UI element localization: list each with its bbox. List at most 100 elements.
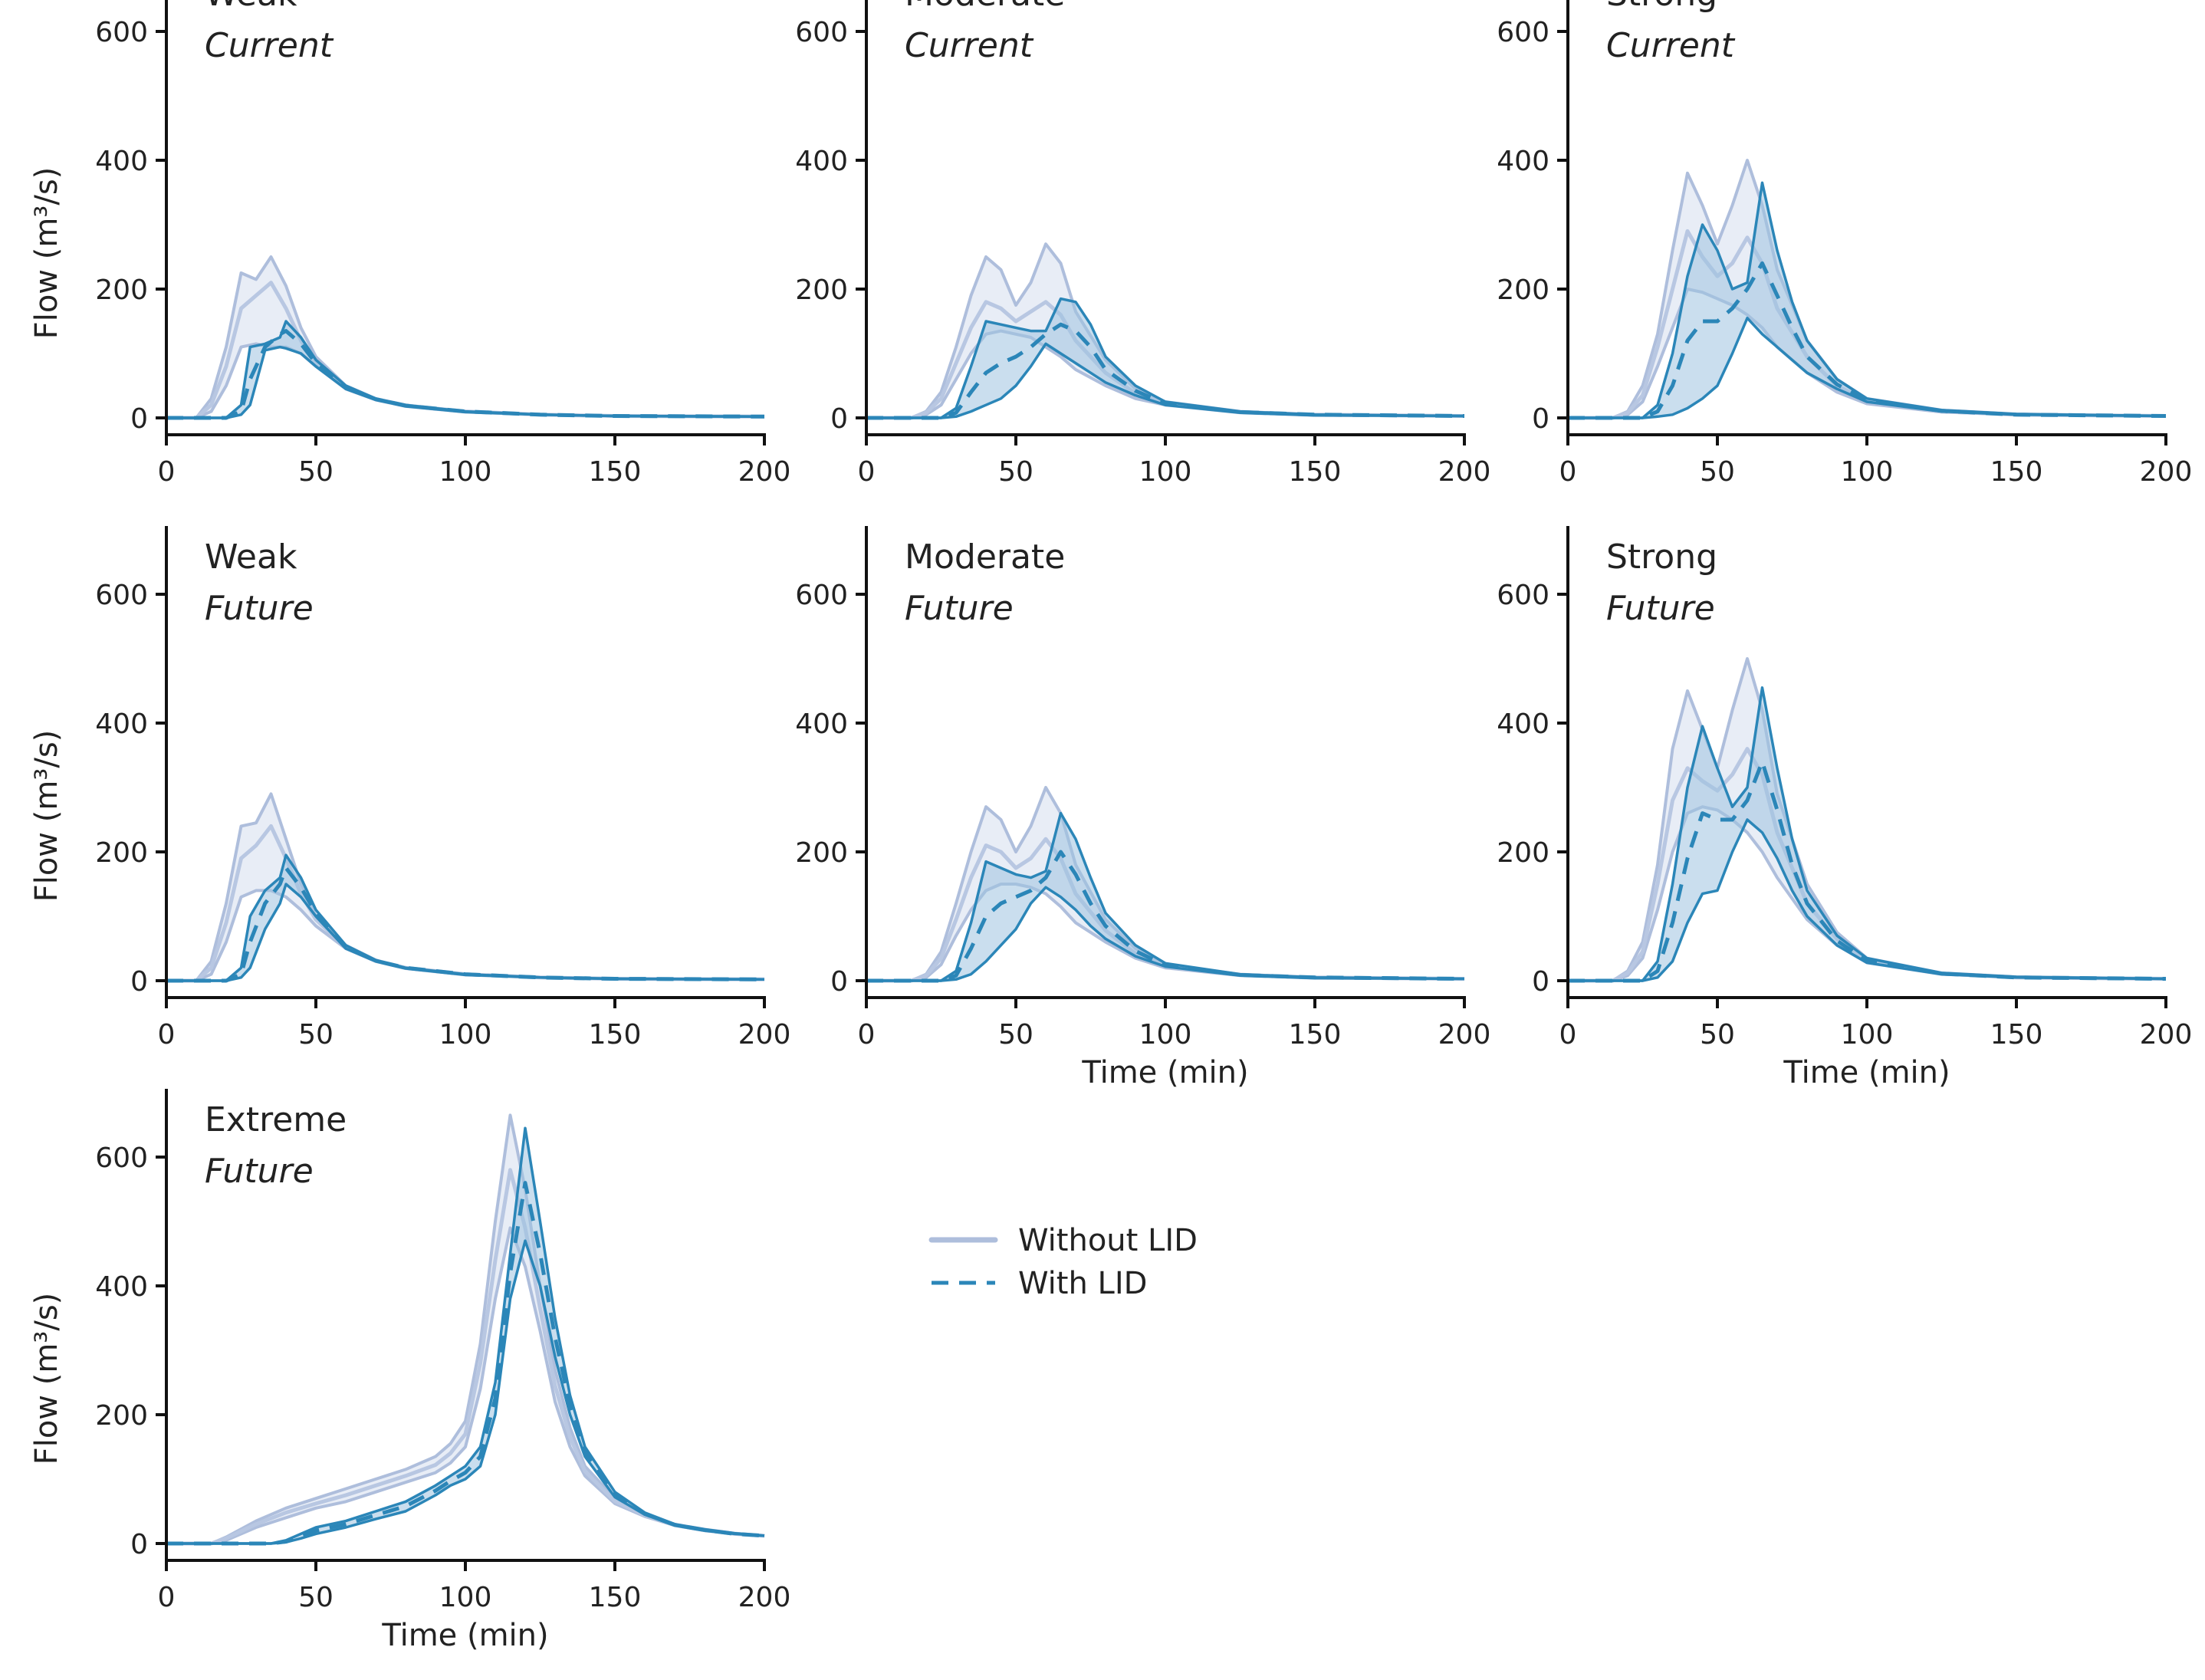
band-without-lid xyxy=(866,787,1464,981)
panels: 0 200 400 600 0 50 100 150 200 Weak Current Flow (m… xyxy=(29,0,2192,1653)
y-tick-label: 0 xyxy=(130,403,148,435)
y-tick-label: 600 xyxy=(95,17,148,48)
upper-bound-without-lid xyxy=(866,242,1465,419)
y-tick-label: 200 xyxy=(795,275,848,306)
x-tick-label: 200 xyxy=(2140,456,2193,488)
panel-1: 0 200 400 600 0 50 100 150 200 Weak Current Flow (m… xyxy=(29,0,790,488)
x-tick-label: 100 xyxy=(439,456,492,488)
upper-bound-with-lid xyxy=(1568,686,2167,982)
x-tick-label: 0 xyxy=(158,1019,176,1050)
band-without-lid xyxy=(1568,659,2166,981)
x-tick-label: 150 xyxy=(589,1019,642,1050)
upper-bound-without-lid xyxy=(866,786,1465,982)
x-tick-label: 50 xyxy=(1700,1019,1735,1050)
y-tick-label: 600 xyxy=(1497,580,1549,611)
x-tick-label: 100 xyxy=(1139,456,1192,488)
line-without-lid xyxy=(1568,228,2167,420)
band-without-lid xyxy=(866,244,1464,418)
y-tick-label: 400 xyxy=(1497,146,1549,177)
panel-title: Moderate xyxy=(905,0,1065,14)
x-axis-label: Time (min) xyxy=(1081,1055,1248,1090)
y-tick-label: 400 xyxy=(95,146,148,177)
panel-title: Extreme xyxy=(205,1100,347,1139)
band-without-lid xyxy=(1568,160,2166,418)
x-tick-label: 100 xyxy=(439,1019,492,1050)
y-tick-label: 0 xyxy=(830,403,848,435)
band-with-lid xyxy=(1568,687,2166,981)
line-with-lid xyxy=(166,866,765,983)
y-tick-label: 400 xyxy=(95,708,148,740)
line-with-lid xyxy=(166,329,765,420)
y-tick-label: 600 xyxy=(95,580,148,611)
x-tick-label: 50 xyxy=(1700,456,1735,488)
lower-bound-with-lid xyxy=(1568,818,2167,982)
line-with-lid xyxy=(166,1181,765,1546)
legend: Without LID With LID xyxy=(928,1223,1198,1301)
x-tick-label: 150 xyxy=(1990,1019,2043,1050)
panel-7: 0 200 400 600 0 50 100 150 200 Extreme Future Flow … xyxy=(29,1089,790,1653)
x-tick-label: 200 xyxy=(1438,456,1491,488)
panel-3: 0 200 400 600 0 50 100 150 200 Strong Current xyxy=(1497,0,2192,488)
y-tick-label: 400 xyxy=(795,146,848,177)
y-tick-label: 0 xyxy=(830,966,848,998)
x-tick-label: 0 xyxy=(158,456,176,488)
y-tick-label: 400 xyxy=(795,708,848,740)
line-with-lid xyxy=(866,850,1465,983)
upper-bound-with-lid xyxy=(866,811,1465,982)
x-axis-label: Time (min) xyxy=(381,1618,548,1653)
x-tick-label: 100 xyxy=(1841,456,1894,488)
legend-label-without-lid: Without LID xyxy=(1018,1223,1198,1258)
y-tick-label: 0 xyxy=(1532,403,1549,435)
band-with-lid xyxy=(866,813,1464,981)
y-tick-label: 600 xyxy=(1497,17,1549,48)
y-tick-label: 200 xyxy=(1497,275,1549,306)
upper-bound-with-lid xyxy=(866,297,1465,419)
y-tick-label: 0 xyxy=(130,1529,148,1560)
y-axis-label: Flow (m³/s) xyxy=(29,1293,64,1465)
x-axis-label: Time (min) xyxy=(1783,1055,1950,1090)
x-tick-label: 0 xyxy=(158,1582,176,1613)
y-tick-label: 0 xyxy=(130,966,148,998)
panel-6: 0 200 400 600 0 50 100 150 200 Strong Future Time (… xyxy=(1497,526,2192,1090)
y-tick-label: 400 xyxy=(95,1271,148,1303)
x-tick-label: 100 xyxy=(439,1582,492,1613)
x-tick-label: 200 xyxy=(738,456,791,488)
x-tick-label: 200 xyxy=(738,1019,791,1050)
x-tick-label: 150 xyxy=(1289,456,1342,488)
panel-title: Weak xyxy=(205,538,297,577)
x-tick-label: 150 xyxy=(589,1582,642,1613)
panel-subtitle: Future xyxy=(1606,589,1715,628)
x-tick-label: 50 xyxy=(298,456,334,488)
y-tick-label: 0 xyxy=(1532,966,1549,998)
panel-subtitle: Current xyxy=(1606,26,1736,65)
x-tick-label: 50 xyxy=(998,1019,1033,1050)
x-tick-label: 0 xyxy=(858,456,876,488)
upper-bound-with-lid xyxy=(1568,181,2167,419)
y-tick-label: 200 xyxy=(1497,837,1549,869)
panel-4: 0 200 400 600 0 50 100 150 200 Weak Future Flow (m³… xyxy=(29,526,790,1050)
lower-bound-with-lid xyxy=(866,342,1465,419)
x-tick-label: 0 xyxy=(858,1019,876,1050)
panel-subtitle: Future xyxy=(905,589,1014,628)
y-tick-label: 200 xyxy=(95,275,148,306)
y-tick-label: 400 xyxy=(1497,708,1549,740)
x-tick-label: 200 xyxy=(2140,1019,2193,1050)
x-tick-label: 150 xyxy=(1289,1019,1342,1050)
line-with-lid xyxy=(866,322,1465,420)
x-tick-label: 150 xyxy=(1990,456,2043,488)
x-tick-label: 0 xyxy=(1559,456,1577,488)
line-with-lid xyxy=(1568,759,2167,983)
x-tick-label: 50 xyxy=(298,1019,334,1050)
panel-subtitle: Future xyxy=(205,589,314,628)
line-without-lid xyxy=(166,1168,765,1546)
y-tick-label: 600 xyxy=(795,17,848,48)
y-tick-label: 200 xyxy=(95,837,148,869)
y-axis-label: Flow (m³/s) xyxy=(29,730,64,902)
panel-2: 0 200 400 600 0 50 100 150 200 Moderate Current xyxy=(795,0,1490,488)
panel-subtitle: Future xyxy=(205,1152,314,1191)
panel-title: Strong xyxy=(1606,538,1717,577)
x-tick-label: 50 xyxy=(998,456,1033,488)
y-tick-label: 600 xyxy=(795,580,848,611)
y-tick-label: 200 xyxy=(95,1400,148,1432)
